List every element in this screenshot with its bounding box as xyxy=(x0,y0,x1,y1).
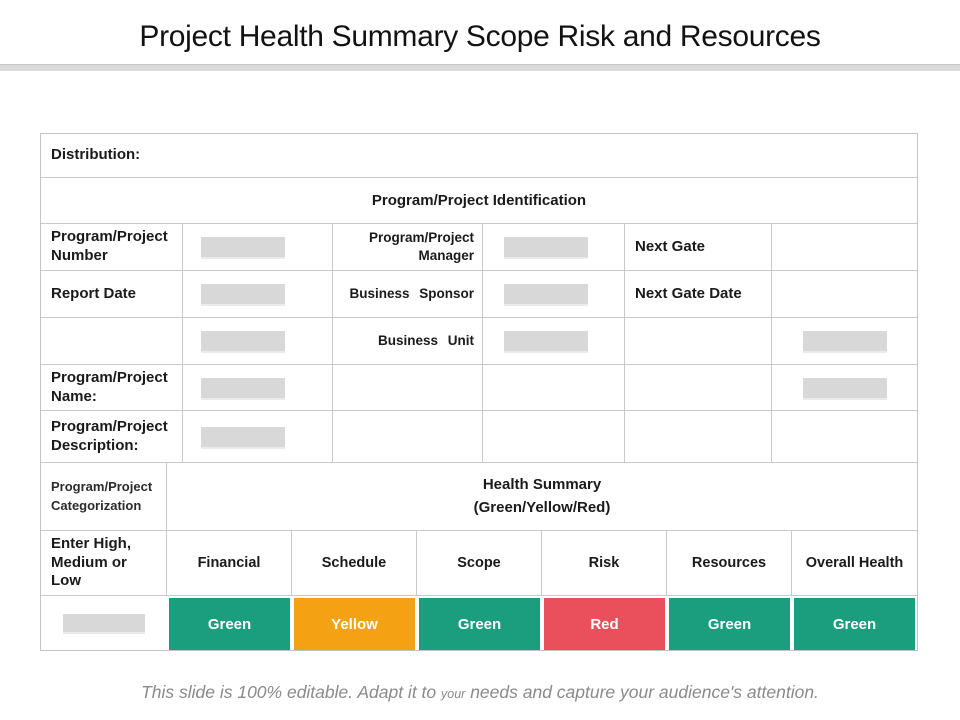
column-header-risk: Risk xyxy=(542,531,667,595)
table-row-business-unit: Business Unit xyxy=(41,318,917,365)
table-row-health-status: Green Yellow Green Red Green Green xyxy=(41,596,917,650)
status-cell-scope: Green xyxy=(417,596,542,650)
table-row-health-headers: Enter High, Medium or Low Financial Sche… xyxy=(41,531,917,596)
health-summary-title: Health Summary xyxy=(482,476,602,493)
business-unit-label: Business Unit xyxy=(333,318,483,364)
level-entry-cell xyxy=(41,596,167,650)
empty-cell xyxy=(483,365,625,410)
status-badge-financial: Green xyxy=(169,598,290,650)
editable-note-before: This slide is 100% editable. Adapt it to xyxy=(141,682,441,702)
business-sponsor-cell xyxy=(483,271,625,317)
table-row-identification: Program/Project Identification xyxy=(41,178,917,224)
next-gate-cell xyxy=(772,224,917,270)
program-project-manager-cell xyxy=(483,224,625,270)
status-badge-resources: Green xyxy=(669,598,790,650)
placeholder-bar xyxy=(63,614,145,632)
program-project-name-label: Program/Project Name: xyxy=(41,365,183,410)
placeholder-bar xyxy=(802,331,887,351)
placeholder-bar xyxy=(201,284,285,304)
business-unit-right-cell xyxy=(772,318,917,364)
next-gate-label: Next Gate xyxy=(625,224,772,270)
empty-cell xyxy=(625,365,772,410)
status-cell-risk: Red xyxy=(542,596,667,650)
next-gate-date-cell xyxy=(772,271,917,317)
empty-cell xyxy=(772,411,917,462)
column-header-resources: Resources xyxy=(667,531,792,595)
health-summary-header-cell: Health Summary (Green/Yellow/Red) xyxy=(167,463,917,530)
status-cell-resources: Green xyxy=(667,596,792,650)
column-header-overall-health: Overall Health xyxy=(805,555,904,571)
health-summary-subtitle: (Green/Yellow/Red) xyxy=(473,498,611,516)
placeholder-bar xyxy=(504,331,588,351)
program-project-number-label: Program/Project Number xyxy=(41,224,183,270)
status-badge-risk: Red xyxy=(544,598,665,650)
placeholder-bar xyxy=(504,284,588,304)
program-project-manager-label: Program/Project Manager xyxy=(333,224,483,270)
empty-cell xyxy=(483,411,625,462)
placeholder-bar xyxy=(201,377,285,398)
report-date-label: Report Date xyxy=(41,271,183,317)
column-header-schedule: Schedule xyxy=(292,531,417,595)
program-project-number-cell xyxy=(183,224,333,270)
business-unit-cell xyxy=(483,318,625,364)
report-date-cell xyxy=(183,271,333,317)
distribution-label: Distribution: xyxy=(51,146,141,164)
empty-cell xyxy=(625,318,772,364)
program-project-description-cell xyxy=(183,411,333,462)
business-sponsor-label: Business Sponsor xyxy=(333,271,483,317)
table-row-description: Program/Project Description: xyxy=(41,411,917,463)
editable-note-small: your xyxy=(441,687,466,701)
page-title: Project Health Summary Scope Risk and Re… xyxy=(139,20,821,53)
health-summary-header: Health Summary (Green/Yellow/Red) xyxy=(167,474,917,519)
status-cell-overall-health: Green xyxy=(792,596,917,650)
status-badge-scope: Green xyxy=(419,598,540,650)
empty-cell xyxy=(625,411,772,462)
enter-level-label: Enter High, Medium or Low xyxy=(41,531,167,595)
table-row-name: Program/Project Name: xyxy=(41,365,917,411)
empty-cell xyxy=(333,411,483,462)
table-row-number: Program/Project Number Program/Project M… xyxy=(41,224,917,271)
table-row-distribution: Distribution: xyxy=(41,134,917,178)
empty-cell xyxy=(41,318,183,364)
placeholder-bar xyxy=(201,237,285,257)
categorization-label: Program/Project Categorization xyxy=(41,463,167,530)
identification-header: Program/Project Identification xyxy=(371,192,587,209)
editable-note-after: needs and capture your audience's attent… xyxy=(465,682,819,702)
placeholder-bar xyxy=(201,331,285,351)
identification-header-cell: Program/Project Identification xyxy=(41,178,917,223)
placeholder-bar xyxy=(504,237,588,257)
column-header-scope: Scope xyxy=(417,531,542,595)
empty-cell xyxy=(333,365,483,410)
business-unit-left-cell xyxy=(183,318,333,364)
title-divider xyxy=(0,64,960,71)
status-cell-financial: Green xyxy=(167,596,292,650)
program-project-name-cell xyxy=(183,365,333,410)
placeholder-bar xyxy=(802,377,887,398)
column-header-financial: Financial xyxy=(167,531,292,595)
placeholder-bar xyxy=(201,426,285,447)
name-right-cell xyxy=(772,365,917,410)
program-project-description-label: Program/Project Description: xyxy=(41,411,183,462)
table-row-categorization: Program/Project Categorization Health Su… xyxy=(41,463,917,531)
next-gate-date-label: Next Gate Date xyxy=(625,271,772,317)
table-row-report-date: Report Date Business Sponsor Next Gate D… xyxy=(41,271,917,318)
status-badge-schedule: Yellow xyxy=(294,598,415,650)
status-badge-overall-health: Green xyxy=(794,598,915,650)
status-cell-schedule: Yellow xyxy=(292,596,417,650)
project-health-table: Distribution: Program/Project Identifica… xyxy=(40,133,918,651)
editable-note: This slide is 100% editable. Adapt it to… xyxy=(0,682,960,703)
